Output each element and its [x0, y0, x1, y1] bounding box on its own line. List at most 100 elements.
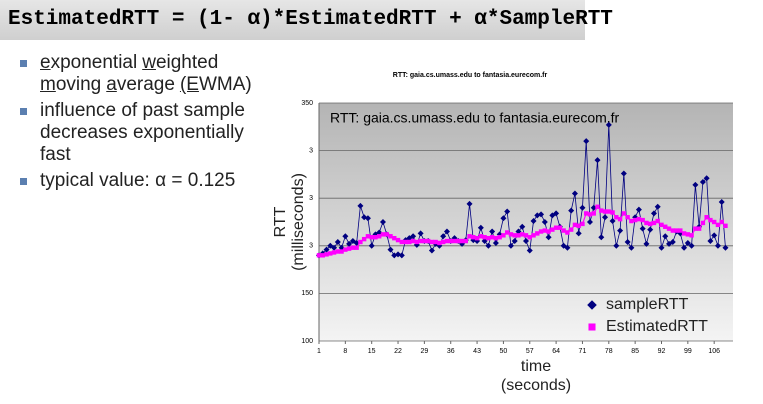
data-point — [410, 233, 417, 240]
data-point — [369, 235, 374, 240]
data-point — [500, 215, 507, 222]
data-point — [516, 233, 521, 238]
data-point — [343, 247, 348, 252]
data-point — [504, 230, 510, 235]
data-point — [403, 239, 408, 245]
x-axis-label-line: time — [521, 358, 551, 375]
data-point — [392, 235, 397, 241]
data-point — [497, 235, 502, 240]
data-point — [550, 227, 555, 232]
x-tick-label: 99 — [684, 348, 692, 355]
data-point — [334, 238, 341, 245]
x-tick-label: 50 — [500, 348, 508, 355]
legend-label: sampleRTT — [606, 296, 689, 313]
data-point — [538, 229, 544, 234]
data-point — [654, 203, 661, 210]
data-point — [471, 235, 476, 240]
data-point — [376, 229, 383, 236]
x-tick-label: 29 — [420, 348, 428, 355]
data-point — [632, 217, 638, 223]
data-point — [674, 228, 679, 233]
data-point — [707, 238, 714, 245]
data-point — [373, 235, 378, 240]
data-point — [380, 232, 386, 237]
data-point — [590, 204, 597, 211]
data-point — [722, 244, 729, 251]
bullet-word: exponential — [40, 52, 138, 73]
data-point — [418, 238, 423, 244]
data-point — [718, 199, 725, 206]
data-point — [692, 181, 699, 188]
data-point — [643, 240, 650, 247]
data-point — [384, 232, 389, 237]
x-tick-label: 22 — [394, 348, 402, 355]
data-point — [520, 232, 525, 237]
bullet: typical value: α = 0.125 — [18, 170, 268, 192]
data-point — [339, 249, 344, 254]
data-point — [620, 170, 627, 177]
data-point — [482, 235, 487, 240]
data-point — [477, 224, 484, 231]
data-point — [564, 244, 571, 251]
formula: EstimatedRTT = (1- α)*EstimatedRTT + α*S… — [0, 0, 613, 40]
legend-label: EstimatedRTT — [606, 318, 708, 335]
data-point — [486, 235, 491, 241]
data-point — [594, 157, 601, 164]
data-point — [331, 244, 338, 251]
data-point — [614, 215, 619, 220]
data-point — [647, 226, 654, 233]
data-point — [583, 138, 590, 145]
data-point — [387, 246, 394, 253]
data-point — [395, 237, 401, 243]
x-tick-label: 1 — [317, 348, 321, 355]
data-point — [489, 228, 496, 235]
data-point — [568, 227, 574, 232]
data-point — [481, 238, 488, 245]
data-point — [659, 222, 664, 228]
data-point — [598, 234, 605, 241]
data-point — [723, 223, 728, 229]
bullet-word: average — [106, 74, 175, 95]
data-point — [523, 238, 529, 245]
data-point — [703, 175, 710, 182]
data-point — [651, 220, 657, 226]
data-point — [440, 233, 447, 240]
data-point — [708, 217, 713, 223]
data-point — [579, 204, 586, 211]
data-point — [685, 232, 691, 237]
y-tick-label: 3 — [309, 195, 313, 202]
data-point — [545, 234, 552, 241]
data-point — [452, 238, 457, 244]
x-tick-label: 64 — [552, 348, 560, 355]
data-point — [474, 235, 480, 241]
x-tick-label: 57 — [526, 348, 534, 355]
data-point — [621, 211, 627, 216]
y-tick-label: 100 — [301, 338, 313, 345]
data-point — [587, 212, 593, 217]
data-point — [379, 219, 386, 225]
x-tick-label: 106 — [708, 348, 720, 355]
data-point — [395, 251, 402, 258]
data-point — [489, 235, 495, 240]
data-point — [699, 179, 706, 186]
data-point — [463, 238, 468, 244]
data-point — [357, 202, 364, 209]
x-tick-label: 71 — [579, 348, 587, 355]
data-point — [628, 244, 635, 251]
data-point — [571, 190, 578, 197]
data-point — [538, 211, 545, 218]
data-point — [466, 200, 473, 207]
data-point — [324, 252, 329, 257]
data-point — [704, 215, 709, 220]
bullet: exponential weighted moving average (EWMA) — [18, 52, 268, 96]
data-point — [605, 121, 612, 128]
data-point — [572, 222, 578, 228]
data-point — [693, 226, 698, 231]
data-point — [507, 242, 514, 249]
data-point — [542, 228, 548, 233]
data-point — [599, 208, 604, 213]
data-point — [666, 226, 672, 231]
data-point — [350, 245, 356, 250]
data-point — [414, 239, 420, 245]
